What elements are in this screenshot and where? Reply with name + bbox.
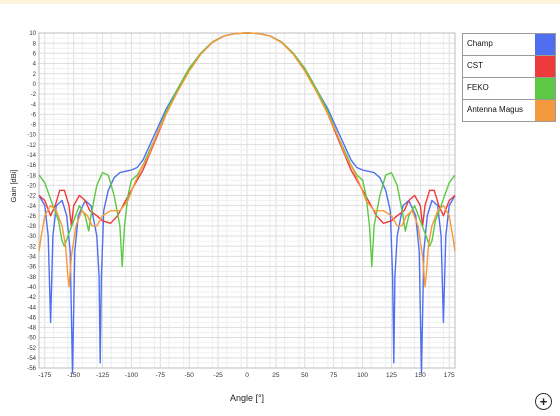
x-tick-label: -75 bbox=[156, 372, 166, 379]
x-tick-label: -25 bbox=[213, 372, 223, 379]
legend-item-antenna-magus[interactable]: Antenna Magus bbox=[463, 100, 555, 121]
y-tick-label: -32 bbox=[27, 244, 36, 250]
y-tick-label: -48 bbox=[27, 326, 36, 332]
x-tick-label: 100 bbox=[357, 372, 368, 379]
y-tick-label: -22 bbox=[27, 194, 36, 200]
y-tick-label: -46 bbox=[27, 315, 36, 321]
x-tick-label: -175 bbox=[38, 372, 51, 379]
x-tick-label: 75 bbox=[330, 372, 338, 379]
x-tick-label: 125 bbox=[386, 372, 397, 379]
y-tick-label: 4 bbox=[33, 62, 37, 68]
legend-label: Champ bbox=[467, 39, 493, 48]
legend-item-feko[interactable]: FEKO bbox=[463, 78, 555, 100]
y-tick-label: 2 bbox=[33, 72, 37, 78]
legend-swatch bbox=[535, 34, 555, 55]
y-tick-label: -52 bbox=[27, 346, 36, 352]
y-tick-label: -30 bbox=[27, 234, 36, 240]
y-tick-label: 10 bbox=[29, 31, 36, 37]
y-tick-label: -26 bbox=[27, 214, 36, 220]
y-tick-labels: 10 8 6 4 2 0 -2 -4 -6 -8 -10 -12 -14 -16 -18 -20 -22 -24 -… bbox=[27, 31, 36, 372]
top-strip bbox=[0, 0, 560, 4]
x-tick-label: 0 bbox=[245, 372, 249, 379]
x-tick-label: 25 bbox=[272, 372, 280, 379]
x-tick-label: -100 bbox=[125, 372, 138, 379]
x-tick-label: 175 bbox=[444, 372, 455, 379]
y-tick-label: 0 bbox=[33, 82, 37, 88]
x-tick-label: 150 bbox=[415, 372, 426, 379]
y-tick-label: -40 bbox=[27, 285, 36, 291]
legend-item-cst[interactable]: CST bbox=[463, 56, 555, 78]
legend-label: FEKO bbox=[467, 83, 489, 92]
legend-label: CST bbox=[467, 61, 483, 70]
x-axis-label: Angle [°] bbox=[230, 393, 264, 403]
legend-swatch bbox=[535, 78, 555, 99]
y-tick-label: -36 bbox=[27, 265, 36, 271]
x-tick-label: -150 bbox=[67, 372, 80, 379]
y-tick-label: -8 bbox=[31, 123, 37, 129]
y-tick-label: 8 bbox=[33, 41, 37, 47]
legend-swatch bbox=[535, 56, 555, 77]
grid bbox=[38, 32, 455, 369]
x-tick-label: -50 bbox=[185, 372, 195, 379]
y-tick-label: -12 bbox=[27, 143, 36, 149]
y-tick-label: -6 bbox=[31, 112, 37, 118]
y-tick-label: -42 bbox=[27, 295, 36, 301]
legend-label: Antenna Magus bbox=[467, 105, 524, 114]
y-tick-label: -10 bbox=[27, 133, 36, 139]
y-tick-label: -56 bbox=[27, 366, 36, 372]
series-line-antenna-magus bbox=[38, 32, 456, 288]
y-tick-label: 6 bbox=[33, 52, 37, 58]
y-tick-label: -4 bbox=[31, 102, 37, 108]
y-tick-label: -50 bbox=[27, 336, 36, 342]
y-axis-label: Gain [dBi] bbox=[9, 170, 18, 203]
y-tick-label: -20 bbox=[27, 183, 36, 189]
series-layer bbox=[38, 32, 456, 374]
y-tick-label: -28 bbox=[27, 224, 36, 230]
y-tick-label: -14 bbox=[27, 153, 36, 159]
y-tick-label: -54 bbox=[27, 356, 36, 362]
y-tick-label: -18 bbox=[27, 173, 36, 179]
x-tick-labels: -175 -150 -125 -100 -75 -50 -25 0 25 50 75 100 125 15… bbox=[38, 372, 455, 379]
legend-swatch bbox=[535, 100, 555, 121]
y-tick-label: -34 bbox=[27, 255, 36, 261]
plus-icon: + bbox=[539, 394, 548, 409]
legend: Champ CST FEKO Antenna Magus bbox=[462, 33, 556, 122]
y-tick-label: -38 bbox=[27, 275, 36, 281]
y-tick-label: -16 bbox=[27, 163, 36, 169]
y-tick-label: -24 bbox=[27, 204, 36, 210]
zoom-in-button[interactable]: + bbox=[535, 393, 552, 410]
y-tick-label: -2 bbox=[31, 92, 37, 98]
y-tick-label: -44 bbox=[27, 305, 36, 311]
x-tick-label: -125 bbox=[96, 372, 109, 379]
legend-item-champ[interactable]: Champ bbox=[463, 34, 555, 56]
x-tick-label: 50 bbox=[301, 372, 309, 379]
